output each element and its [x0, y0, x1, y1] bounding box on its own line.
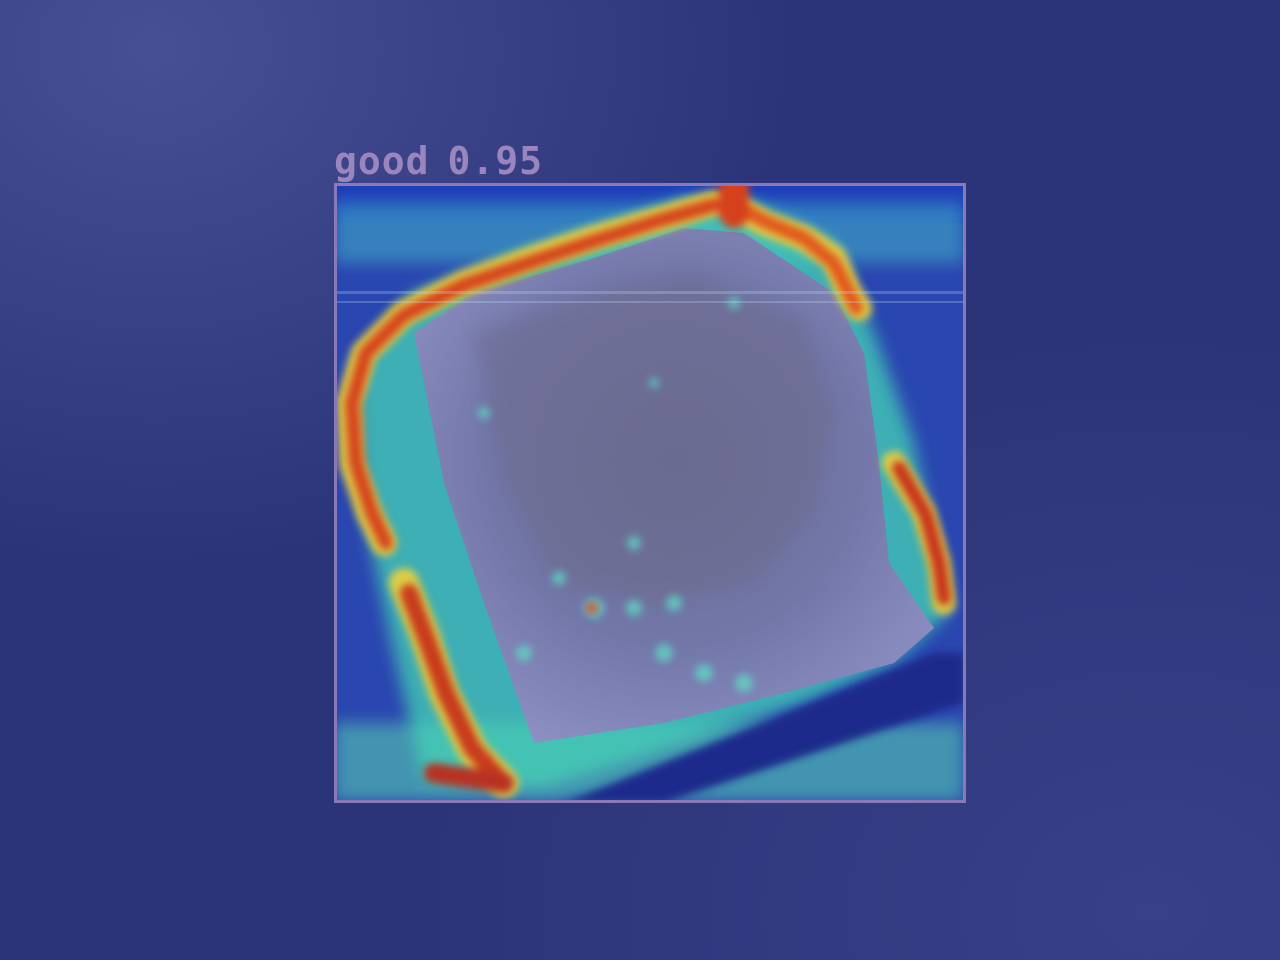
detection-class-label: good	[334, 139, 430, 183]
detection-label: good 0.95	[334, 140, 561, 182]
heatmap-graphic	[334, 183, 964, 801]
activation-heatmap	[334, 183, 964, 801]
detection-confidence: 0.95	[447, 139, 544, 183]
